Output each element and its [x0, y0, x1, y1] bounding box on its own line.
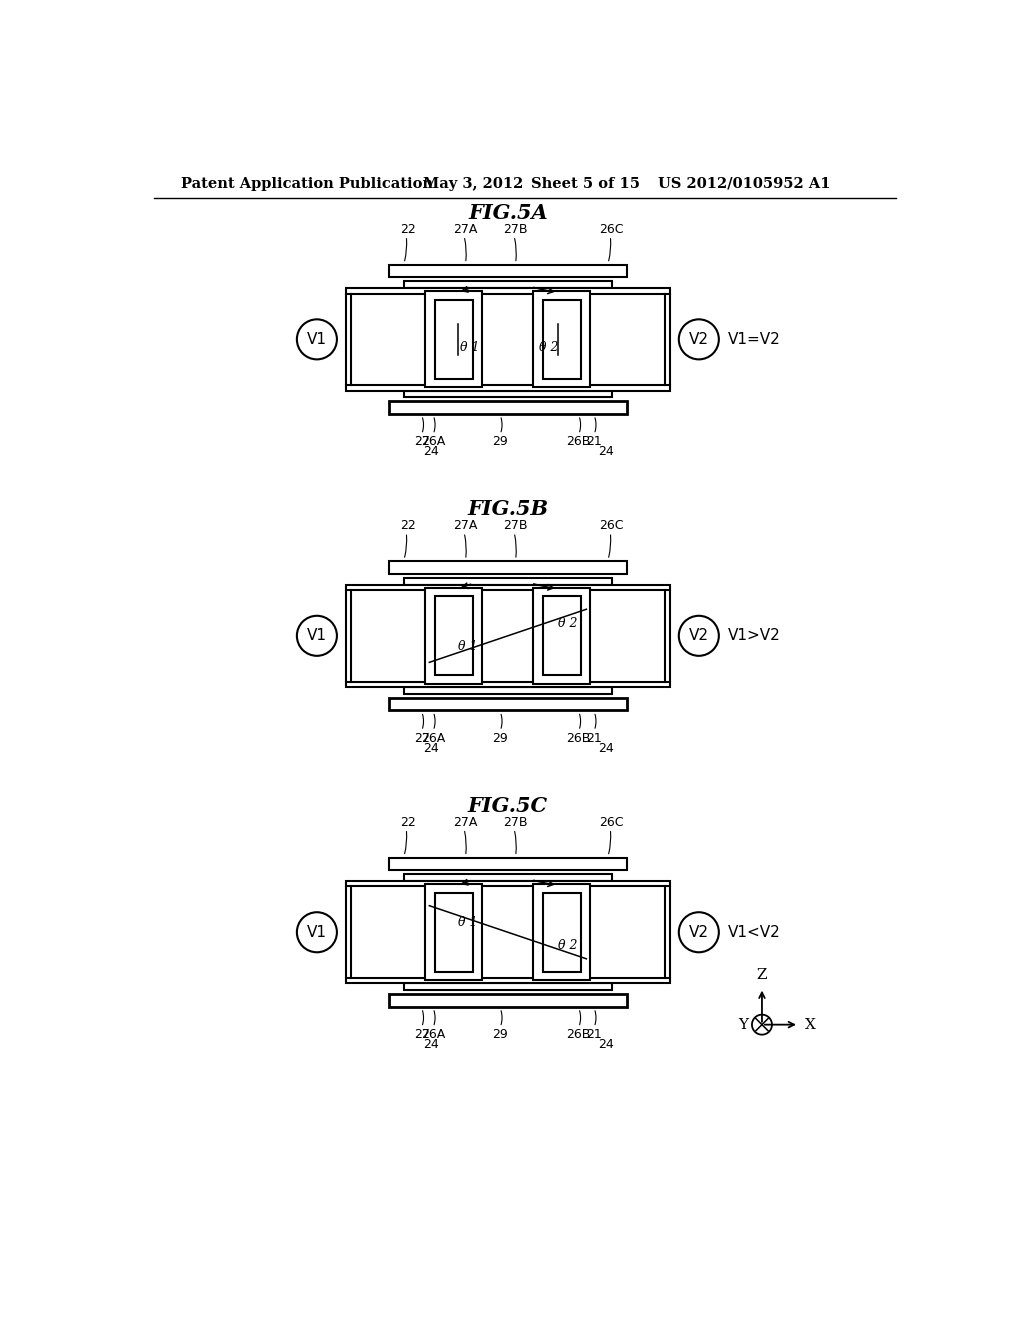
Bar	[403, 391, 611, 397]
Text: FIG.5A: FIG.5A	[468, 203, 548, 223]
Text: 27B: 27B	[504, 816, 527, 829]
Text: US 2012/0105952 A1: US 2012/0105952 A1	[658, 177, 830, 191]
Bar	[346, 288, 670, 293]
Bar	[403, 281, 611, 288]
Text: May 3, 2012: May 3, 2012	[423, 177, 523, 191]
Bar	[403, 874, 611, 880]
Text: 27: 27	[414, 1028, 429, 1041]
Text: 27A: 27A	[454, 223, 478, 236]
Text: Sheet 5 of 15: Sheet 5 of 15	[531, 177, 640, 191]
Text: 27A: 27A	[454, 519, 478, 532]
Bar	[388, 698, 628, 710]
Text: V2: V2	[689, 925, 709, 940]
Bar	[388, 994, 628, 1007]
Bar	[435, 597, 473, 676]
Text: 26A: 26A	[421, 1028, 445, 1041]
Bar	[425, 587, 482, 684]
Text: θ 1: θ 1	[458, 640, 477, 652]
Text: V1=V2: V1=V2	[728, 331, 781, 347]
Text: 24: 24	[423, 1038, 438, 1051]
Bar	[388, 401, 628, 413]
Text: 24: 24	[423, 445, 438, 458]
Text: 22: 22	[400, 816, 416, 829]
Text: V1<V2: V1<V2	[728, 925, 781, 940]
Text: V1: V1	[307, 925, 327, 940]
Bar	[435, 300, 473, 379]
Bar	[403, 578, 611, 585]
Text: 21: 21	[586, 436, 602, 449]
Text: 21: 21	[586, 1028, 602, 1041]
Bar	[346, 585, 670, 590]
Bar	[543, 597, 581, 676]
Text: θ 1: θ 1	[460, 341, 479, 354]
Text: 26B: 26B	[566, 731, 591, 744]
Text: 29: 29	[493, 731, 508, 744]
Text: 26A: 26A	[421, 436, 445, 449]
Text: V2: V2	[689, 331, 709, 347]
Text: 26B: 26B	[566, 436, 591, 449]
Text: Y: Y	[738, 1018, 749, 1032]
Text: Z: Z	[757, 968, 767, 982]
Text: 26B: 26B	[566, 1028, 591, 1041]
Text: θ 2: θ 2	[558, 616, 578, 630]
Bar	[534, 587, 590, 684]
Text: 21: 21	[586, 731, 602, 744]
Bar	[543, 300, 581, 379]
Text: 22: 22	[400, 223, 416, 236]
Text: V1>V2: V1>V2	[728, 628, 781, 643]
Bar	[388, 561, 628, 574]
Bar	[388, 265, 628, 277]
Bar	[388, 858, 628, 870]
Text: 27B: 27B	[504, 223, 527, 236]
Text: 26A: 26A	[421, 731, 445, 744]
Bar	[346, 978, 670, 983]
Bar	[403, 983, 611, 990]
Bar	[346, 880, 670, 887]
Text: V1: V1	[307, 628, 327, 643]
Text: FIG.5B: FIG.5B	[467, 499, 549, 519]
Text: θ 2: θ 2	[539, 341, 558, 354]
Bar	[346, 681, 670, 686]
Bar	[534, 884, 590, 981]
Text: 29: 29	[493, 1028, 508, 1041]
Text: 27: 27	[414, 436, 429, 449]
Text: 26C: 26C	[600, 223, 624, 236]
Text: 29: 29	[493, 436, 508, 449]
Bar	[425, 292, 482, 388]
Text: θ 2: θ 2	[558, 940, 578, 952]
Text: 27: 27	[414, 731, 429, 744]
Bar	[403, 686, 611, 694]
Bar	[425, 884, 482, 981]
Text: V2: V2	[689, 628, 709, 643]
Text: 27B: 27B	[504, 519, 527, 532]
Text: V1: V1	[307, 331, 327, 347]
Bar	[435, 892, 473, 972]
Text: 26C: 26C	[600, 816, 624, 829]
Text: X: X	[805, 1018, 816, 1032]
Text: FIG.5C: FIG.5C	[468, 796, 548, 816]
Text: 22: 22	[400, 519, 416, 532]
Bar	[543, 892, 581, 972]
Text: 24: 24	[598, 445, 613, 458]
Bar	[534, 292, 590, 388]
Text: 26C: 26C	[600, 519, 624, 532]
Text: Patent Application Publication: Patent Application Publication	[180, 177, 432, 191]
Text: 24: 24	[423, 742, 438, 755]
Bar	[346, 385, 670, 391]
Text: 27A: 27A	[454, 816, 478, 829]
Text: θ 1: θ 1	[458, 916, 477, 929]
Text: 24: 24	[598, 742, 613, 755]
Text: 24: 24	[598, 1038, 613, 1051]
